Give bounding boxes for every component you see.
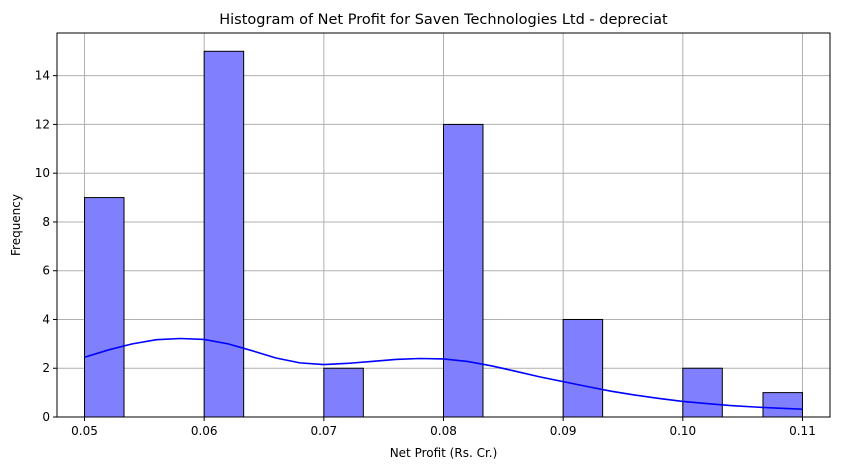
histogram-bar <box>562 318 604 418</box>
histogram-bar <box>443 123 484 418</box>
kde-line <box>84 337 803 410</box>
histogram-bar <box>84 197 125 418</box>
y-tick-label: 14 <box>35 69 50 83</box>
histogram-bars <box>84 50 803 418</box>
y-tick-label: 12 <box>35 117 50 131</box>
histogram-bar <box>682 367 723 418</box>
y-tick-label: 2 <box>42 361 50 375</box>
kde-curve-layer <box>84 337 803 410</box>
y-axis-ticks: 0 2 4 6 8 10 12 14 <box>35 69 57 424</box>
y-tick-label: 8 <box>42 215 50 229</box>
x-tick-label: 0.05 <box>71 424 98 438</box>
y-tick-label: 0 <box>42 410 50 424</box>
x-tick-label: 0.11 <box>789 424 816 438</box>
x-tick-label: 0.06 <box>191 424 218 438</box>
y-axis-label: Frequency <box>9 194 23 256</box>
histogram-bar <box>323 367 364 418</box>
x-tick-label: 0.10 <box>669 424 696 438</box>
x-axis-ticks: 0.05 0.06 0.07 0.08 0.09 0.10 0.11 <box>71 417 816 438</box>
x-tick-label: 0.08 <box>430 424 457 438</box>
chart-title: Histogram of Net Profit for Saven Techno… <box>219 12 668 28</box>
x-tick-label: 0.07 <box>310 424 337 438</box>
y-tick-label: 4 <box>42 312 50 326</box>
histogram-bar <box>203 50 245 418</box>
histogram-bar <box>762 392 803 418</box>
x-axis-label: Net Profit (Rs. Cr.) <box>390 446 498 460</box>
x-tick-label: 0.09 <box>550 424 577 438</box>
y-tick-label: 10 <box>35 166 50 180</box>
y-tick-label: 6 <box>42 264 50 278</box>
